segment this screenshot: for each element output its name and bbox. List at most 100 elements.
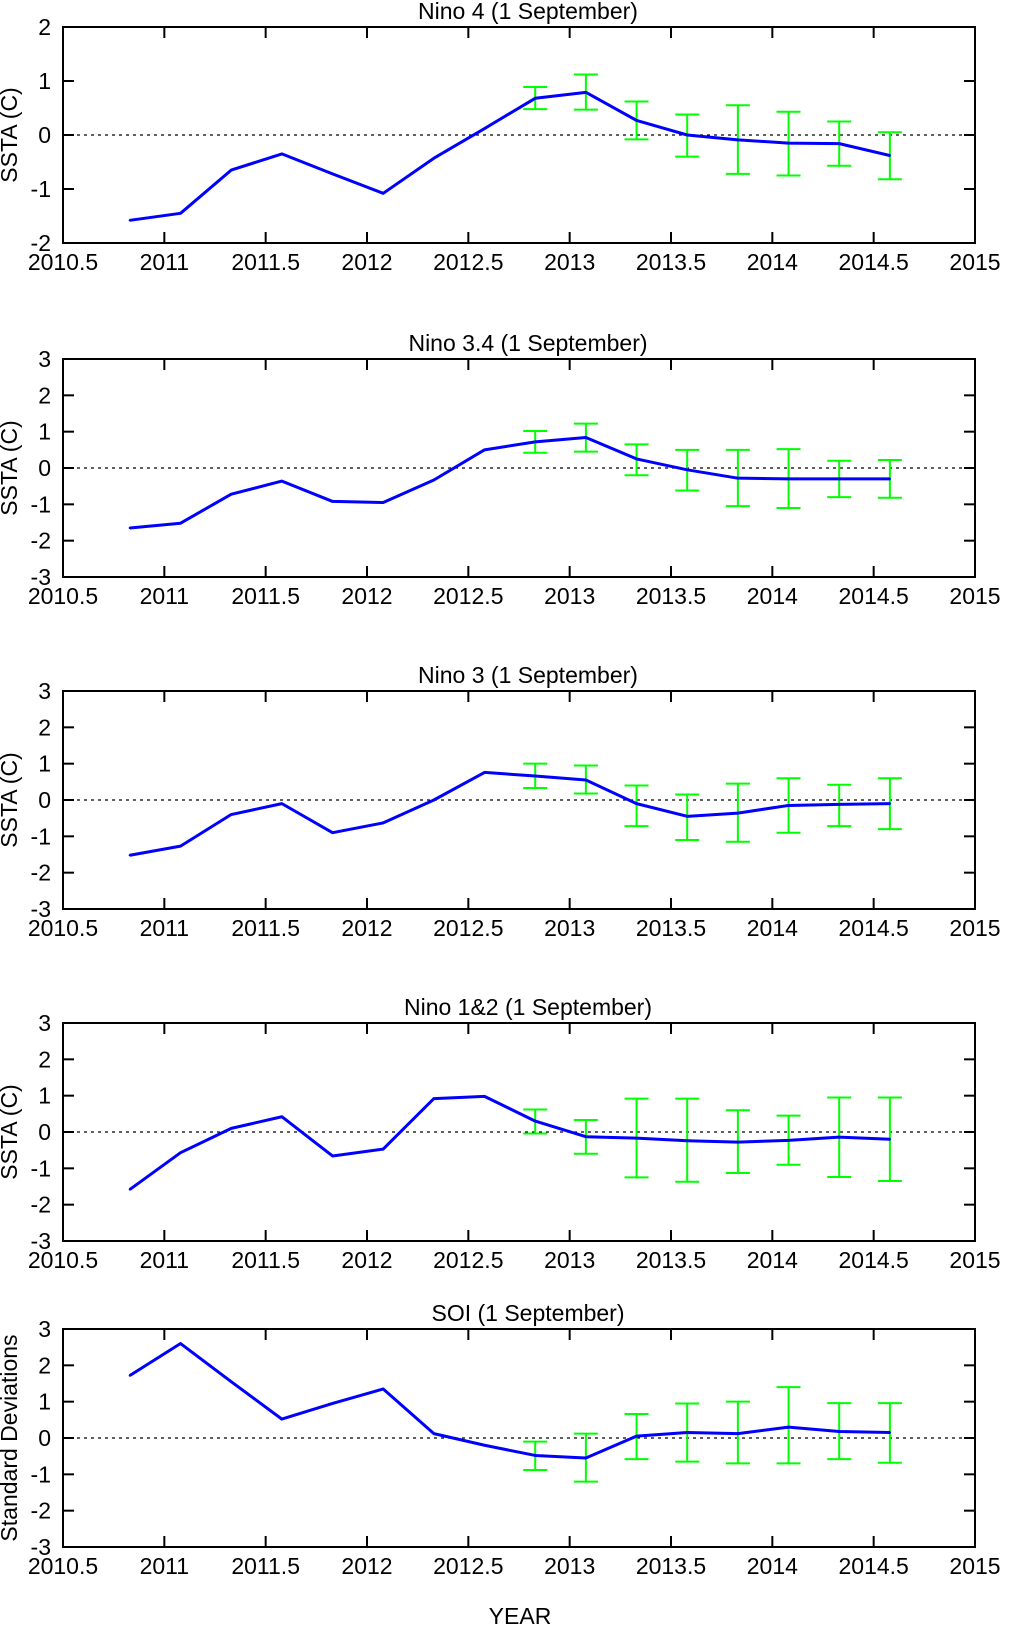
y-tick-label: 3 (38, 346, 51, 372)
data-point (382, 192, 385, 195)
data-point (179, 1342, 182, 1345)
data-point (635, 802, 638, 805)
data-point (736, 476, 740, 480)
data-point (686, 1139, 689, 1142)
data-point (534, 1119, 537, 1123)
data-point (888, 802, 892, 805)
x-tick-label: 2013 (544, 915, 595, 941)
data-point (534, 97, 537, 100)
x-tick-label: 2013.5 (636, 915, 706, 941)
series-line (129, 435, 890, 530)
y-tick-label: 2 (38, 714, 51, 740)
y-tick-label: 0 (38, 787, 51, 813)
data-point (331, 1154, 334, 1158)
y-tick-label: -3 (31, 1534, 51, 1560)
data-point (280, 1115, 284, 1118)
x-tick-label: 2012 (341, 915, 392, 941)
panel-title: Nino 1&2 (1 September) (404, 994, 652, 1020)
data-point (787, 477, 790, 481)
x-tick-label: 2014.5 (838, 1247, 908, 1273)
x-tick-label: 2010.5 (28, 249, 98, 275)
data-point (382, 501, 385, 504)
data-point (179, 212, 182, 215)
x-tick-label: 2012.5 (433, 249, 503, 275)
x-tick-label: 2011 (140, 1553, 189, 1579)
data-point (635, 457, 638, 461)
data-point (838, 1135, 841, 1139)
data-point (534, 440, 537, 444)
data-point (736, 1140, 740, 1144)
y-tick-label: 1 (38, 1083, 51, 1109)
data-point (230, 1380, 233, 1383)
data-point (686, 468, 689, 472)
y-tick-label: -1 (31, 176, 51, 202)
data-point (635, 1434, 638, 1438)
x-tick-label: 2010.5 (28, 583, 98, 609)
data-point (179, 1151, 182, 1154)
data-point (179, 522, 182, 525)
y-tick-label: -2 (31, 230, 51, 256)
data-point (483, 771, 486, 774)
x-tick-label: 2013 (544, 249, 595, 275)
data-point (432, 478, 436, 482)
x-tick-label: 2011 (140, 583, 189, 609)
x-tick-label: 2011.5 (231, 915, 300, 941)
data-point (382, 1147, 385, 1151)
data-point (483, 1444, 486, 1447)
plot-frame (62, 1328, 976, 1548)
data-point (382, 1387, 385, 1391)
plot-frame (62, 26, 976, 244)
data-point (686, 133, 689, 137)
x-tick-label: 2014.5 (838, 249, 908, 275)
data-point (787, 1425, 790, 1429)
y-tick-label: 0 (38, 122, 51, 148)
data-point (230, 813, 233, 816)
y-tick-label: -3 (31, 896, 51, 922)
data-point (838, 1430, 841, 1433)
y-axis-title: Standard Deviations (0, 1334, 22, 1541)
x-tick-label: 2014 (747, 583, 798, 609)
x-tick-label: 2012.5 (433, 583, 503, 609)
panel-title: Nino 4 (1 September) (418, 0, 638, 24)
data-point (635, 1136, 638, 1140)
y-tick-label: 2 (38, 1046, 51, 1072)
y-tick-label: -2 (31, 860, 51, 886)
y-tick-label: 0 (38, 455, 51, 481)
data-point (838, 142, 841, 145)
chart-panel-2: Nino 3.4 (1 September) SSTA (C) 2010.5 2011… (0, 330, 1001, 609)
x-tick-label: 2011.5 (231, 1553, 300, 1579)
data-point (888, 1138, 892, 1141)
y-tick-label: 3 (38, 678, 51, 704)
y-tick-label: 2 (38, 1352, 51, 1378)
x-tick-label: 2014.5 (838, 1553, 908, 1579)
series-line (129, 1094, 890, 1191)
x-tick-label: 2013.5 (636, 1247, 706, 1273)
data-point (128, 1374, 132, 1377)
data-point (736, 1432, 740, 1435)
data-point (331, 831, 334, 834)
data-point (432, 157, 436, 160)
data-point (888, 154, 892, 157)
x-tick-label: 2012.5 (433, 915, 503, 941)
y-tick-label: 1 (38, 419, 51, 445)
data-point (736, 138, 740, 142)
plot-frame (62, 1022, 976, 1242)
error-bar (624, 784, 649, 828)
x-tick-label: 2011.5 (231, 249, 300, 275)
data-point (483, 127, 486, 130)
data-point (483, 1095, 486, 1098)
x-tick-label: 2015 (949, 1553, 1000, 1579)
data-point (230, 168, 233, 172)
x-tick-label: 2012 (341, 249, 392, 275)
x-axis-title: YEAR (489, 1603, 552, 1628)
data-point (179, 844, 182, 848)
data-point (128, 526, 132, 530)
x-tick-label: 2013 (544, 1553, 595, 1579)
data-point (584, 1456, 588, 1460)
x-tick-label: 2010.5 (28, 915, 98, 941)
y-tick-label: 1 (38, 1389, 51, 1415)
data-point (888, 477, 892, 481)
chart-panel-1: Nino 4 (1 September)SSTA (C)2010.5 2011 20… (0, 0, 1001, 275)
x-tick-label: 2011 (140, 915, 189, 941)
